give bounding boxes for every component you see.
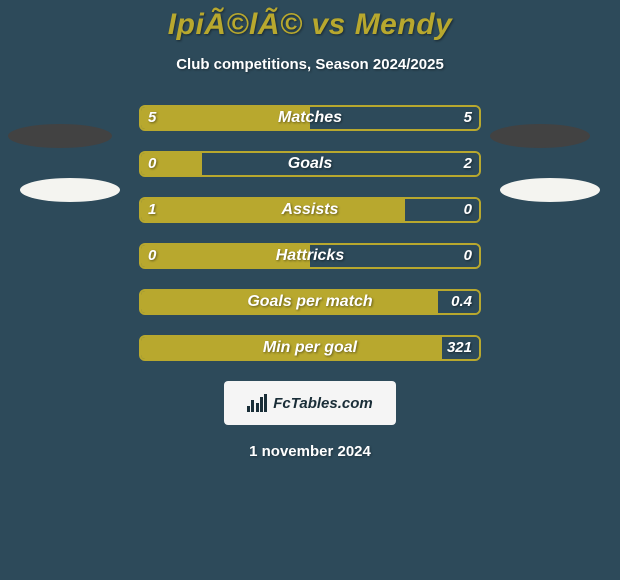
decorative-ellipse: [20, 178, 120, 202]
bars-icon: [247, 394, 269, 412]
bar-track: [139, 335, 481, 361]
watermark-text: FcTables.com: [273, 395, 372, 412]
value-right: 321: [447, 335, 472, 361]
bar-left: [141, 107, 310, 129]
stat-row: Assists10: [0, 197, 620, 223]
stat-row: Min per goal321: [0, 335, 620, 361]
decorative-ellipse: [500, 178, 600, 202]
bar-left: [141, 337, 442, 359]
date-text: 1 november 2024: [0, 443, 620, 460]
bar-left: [141, 245, 310, 267]
bar-track: [139, 105, 481, 131]
bar-track: [139, 197, 481, 223]
value-right: 0.4: [451, 289, 472, 315]
value-right: 2: [464, 151, 472, 177]
decorative-ellipse: [490, 124, 590, 148]
subtitle: Club competitions, Season 2024/2025: [0, 56, 620, 73]
stat-row: Hattricks00: [0, 243, 620, 269]
bar-left: [141, 291, 438, 313]
decorative-ellipse: [8, 124, 112, 148]
value-left: 1: [148, 197, 156, 223]
stat-row: Goals per match0.4: [0, 289, 620, 315]
bar-right: [310, 107, 479, 129]
bar-right: [202, 153, 479, 175]
value-left: 5: [148, 105, 156, 131]
bar-left: [141, 199, 405, 221]
bar-track: [139, 151, 481, 177]
bar-right: [310, 245, 479, 267]
value-right: 0: [464, 243, 472, 269]
value-right: 0: [464, 197, 472, 223]
page-title: IpiÃ©lÃ© vs Mendy: [0, 0, 620, 42]
watermark: FcTables.com: [224, 381, 396, 425]
bar-track: [139, 243, 481, 269]
value-left: 0: [148, 151, 156, 177]
value-right: 5: [464, 105, 472, 131]
value-left: 0: [148, 243, 156, 269]
stat-row: Goals02: [0, 151, 620, 177]
bar-track: [139, 289, 481, 315]
